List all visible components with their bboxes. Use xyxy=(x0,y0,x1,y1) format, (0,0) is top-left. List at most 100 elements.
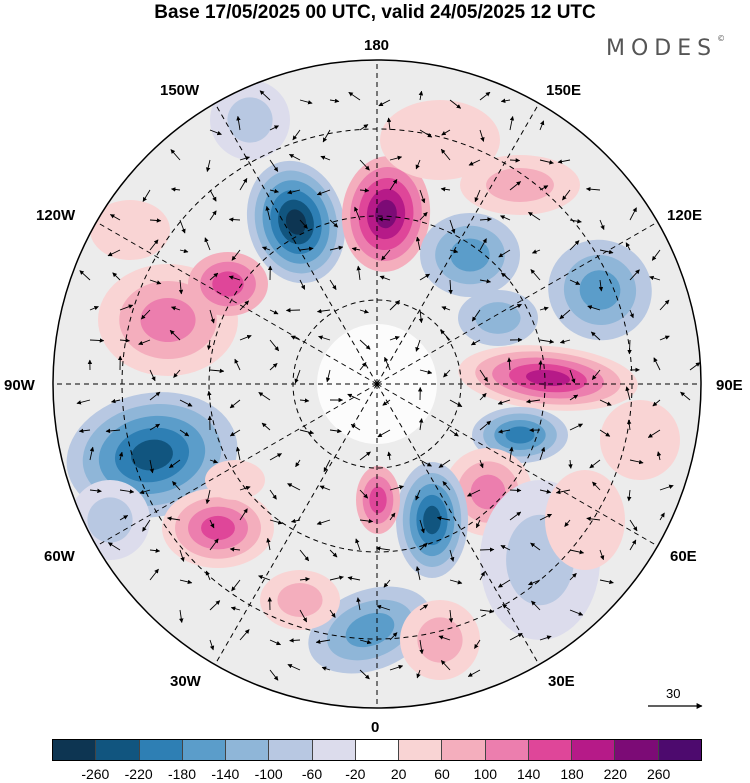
wind-arrow xyxy=(419,542,428,551)
wind-arrow xyxy=(659,484,674,491)
wind-arrow xyxy=(209,459,219,464)
wind-arrow xyxy=(559,309,571,320)
latitude-circle xyxy=(208,215,546,553)
wind-arrow xyxy=(354,206,361,221)
wind-arrow xyxy=(415,489,421,501)
wind-arrow xyxy=(502,604,511,611)
wind-arrow xyxy=(509,446,514,461)
wind-arrow xyxy=(448,609,454,623)
wind-arrow xyxy=(119,489,135,494)
wind-arrow xyxy=(299,429,315,435)
wind-arrow xyxy=(449,579,463,585)
wind-arrow xyxy=(76,399,91,405)
label-lon-120w: 120W xyxy=(36,207,76,224)
wind-arrow xyxy=(289,638,301,643)
wind-arrow xyxy=(415,339,421,352)
wind-arrow xyxy=(449,549,455,562)
colorbar-tick-label: 100 xyxy=(473,766,498,782)
wind-arrow xyxy=(479,238,487,251)
wind-arrow xyxy=(179,219,186,234)
wind-arrow xyxy=(78,428,91,434)
wind-arrow xyxy=(319,485,331,491)
map-border xyxy=(52,59,702,709)
chart-title: Base 17/05/2025 00 UTC, valid 24/05/2025… xyxy=(154,2,596,23)
colorbar-swatch xyxy=(226,740,270,760)
wind-arrow xyxy=(359,362,367,371)
wind-arrow xyxy=(507,357,512,371)
wind-arrow xyxy=(389,664,404,671)
wind-arrow xyxy=(467,669,481,677)
anomaly-contour xyxy=(90,200,170,260)
wind-arrow xyxy=(179,248,189,254)
wind-arrow xyxy=(234,358,241,371)
wind-arrow xyxy=(449,99,462,109)
wind-arrow xyxy=(329,245,344,251)
wind-arrow xyxy=(629,207,637,221)
wind-arrow xyxy=(149,391,161,401)
wind-arrow xyxy=(590,331,601,341)
anomaly-contour xyxy=(417,617,463,663)
meridian-line xyxy=(96,383,378,547)
wind-arrow xyxy=(209,189,217,202)
wind-arrow xyxy=(440,187,451,192)
wind-arrow xyxy=(299,549,310,562)
wind-arrow xyxy=(269,453,282,461)
wind-arrow xyxy=(359,339,371,350)
wind-arrow xyxy=(479,369,488,382)
wind-arrow xyxy=(599,579,614,585)
wind-arrow xyxy=(169,330,181,341)
wind-arrow xyxy=(149,459,155,474)
wind-arrow xyxy=(539,513,552,521)
wind-arrow xyxy=(389,178,398,191)
wind-arrow xyxy=(441,129,451,136)
wind-arrow xyxy=(509,181,521,191)
wind-arrow xyxy=(629,459,644,465)
colorbar-swatch xyxy=(139,740,183,760)
latitude-circle xyxy=(292,299,462,469)
wind-arrow xyxy=(442,481,451,491)
wind-arrow xyxy=(530,542,541,551)
wind-arrow xyxy=(269,159,279,172)
wind-arrow xyxy=(539,306,549,311)
colorbar-swatch xyxy=(312,740,356,760)
wind-arrow xyxy=(167,516,181,521)
wind-arrow xyxy=(659,299,670,311)
wind-arrow xyxy=(149,218,162,223)
wind-arrow xyxy=(479,278,492,284)
wind-arrow xyxy=(386,117,392,131)
wind-arrow xyxy=(479,420,492,431)
colorbar-swatch xyxy=(269,740,313,760)
wind-arrow xyxy=(323,459,331,473)
wind-arrow xyxy=(105,428,121,434)
wind-arrow xyxy=(599,429,611,437)
colorbar-tick-label: 180 xyxy=(560,766,584,782)
wind-arrow xyxy=(539,120,545,131)
wind-arrow xyxy=(629,519,638,532)
colorbar-tick-label: -60 xyxy=(301,766,323,782)
anomaly-contour xyxy=(545,470,625,570)
wind-arrow xyxy=(292,129,301,141)
label-lon-30w: 30W xyxy=(170,673,201,690)
wind-arrow xyxy=(299,99,313,105)
wind-arrow xyxy=(419,369,433,375)
wind-arrow xyxy=(329,428,342,434)
wind-arrow xyxy=(209,600,221,611)
anomaly-contour xyxy=(140,297,196,343)
wind-arrow xyxy=(231,249,241,261)
wind-arrow xyxy=(111,398,121,404)
wind-arrow xyxy=(500,545,511,551)
anomaly-contour xyxy=(525,369,571,387)
wind-arrow xyxy=(449,219,456,234)
wind-arrow xyxy=(598,279,604,292)
colorbar-tick-label: 60 xyxy=(434,766,450,782)
wind-arrow xyxy=(689,362,701,371)
wind-arrow xyxy=(599,399,612,406)
wind-arrow xyxy=(269,669,279,681)
wind-arrow xyxy=(557,159,571,164)
wind-arrow xyxy=(656,451,662,461)
anomaly-contour xyxy=(475,302,521,334)
wind-arrow xyxy=(138,339,151,346)
wind-arrow xyxy=(589,459,601,469)
wind-arrow xyxy=(287,483,301,491)
wind-arrow xyxy=(170,187,181,192)
